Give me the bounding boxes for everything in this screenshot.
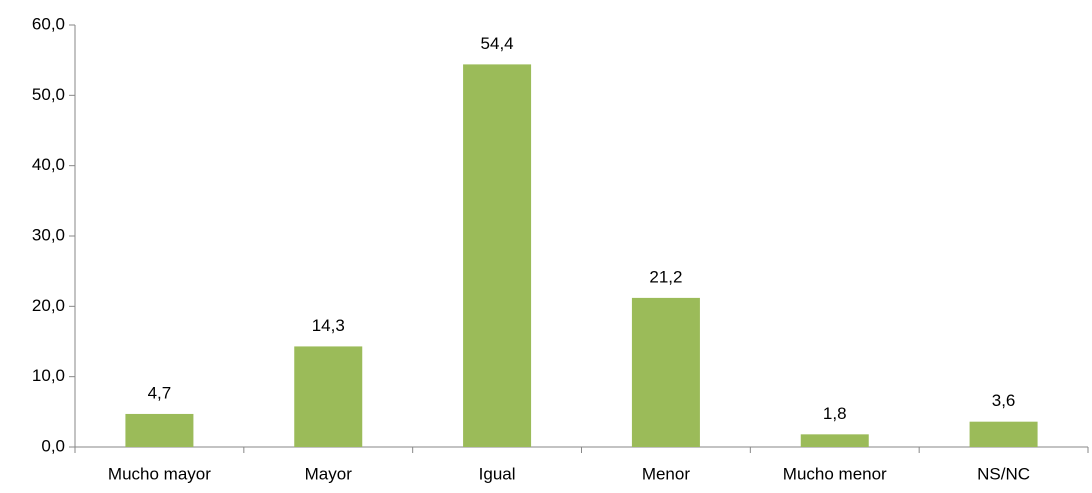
x-tick-label: Mucho menor	[783, 464, 887, 483]
data-label: 4,7	[148, 383, 172, 402]
x-tick-label: NS/NC	[977, 464, 1030, 483]
data-label: 1,8	[823, 404, 847, 423]
y-tick-label: 20,0	[32, 296, 65, 315]
y-tick-label: 0,0	[41, 436, 65, 455]
bar	[125, 413, 194, 447]
y-tick-label: 40,0	[32, 155, 65, 174]
x-tick-label: Mayor	[305, 464, 353, 483]
data-label: 54,4	[481, 34, 514, 53]
bar	[800, 434, 869, 447]
data-label: 14,3	[312, 316, 345, 335]
x-tick-label: Menor	[642, 464, 691, 483]
bar	[631, 297, 700, 447]
x-tick-label: Mucho mayor	[108, 464, 211, 483]
bar	[969, 421, 1038, 447]
y-tick-label: 50,0	[32, 85, 65, 104]
y-tick-label: 10,0	[32, 366, 65, 385]
data-label: 3,6	[992, 391, 1016, 410]
bar	[294, 346, 363, 447]
data-label: 21,2	[649, 267, 682, 286]
bar	[463, 64, 532, 448]
y-tick-label: 60,0	[32, 14, 65, 33]
x-tick-label: Igual	[479, 464, 516, 483]
y-tick-label: 30,0	[32, 225, 65, 244]
